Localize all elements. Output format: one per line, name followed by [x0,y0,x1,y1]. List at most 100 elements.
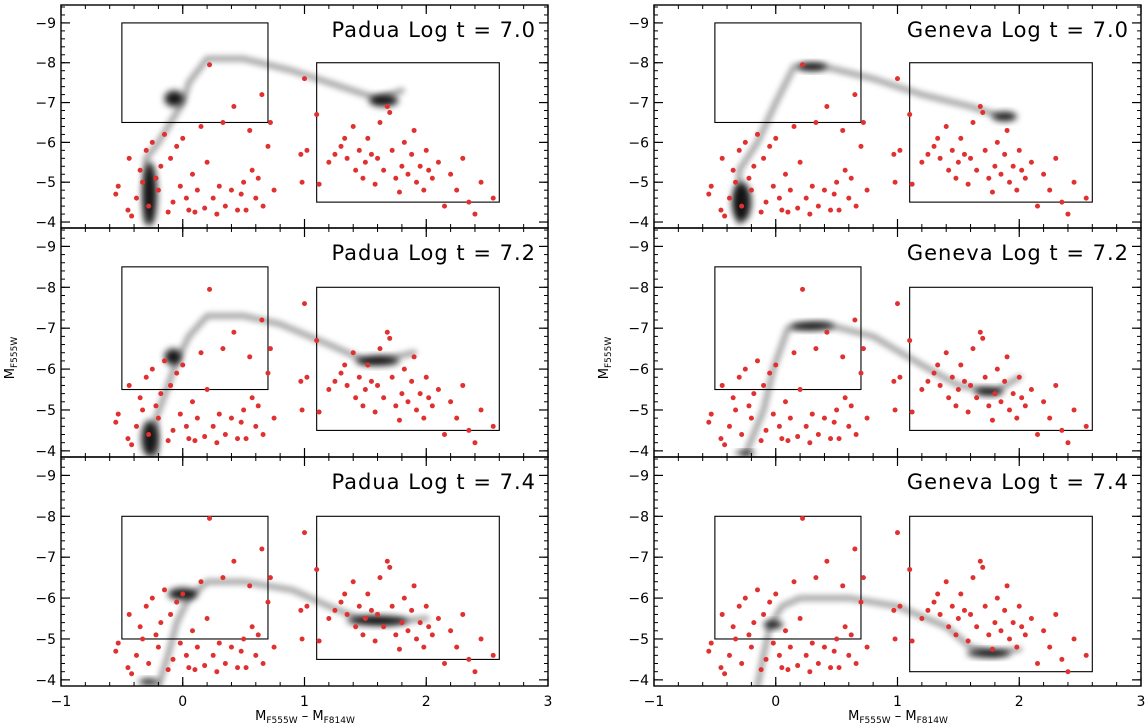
data-point [834,636,840,642]
data-point [405,171,411,177]
data-point [937,155,943,161]
data-point [356,603,362,609]
data-point [860,346,866,352]
data-point [362,616,368,622]
data-point [149,366,155,372]
data-point [194,187,200,193]
data-point [126,155,132,161]
selection-box [316,62,500,203]
data-point [953,403,959,409]
data-point [260,432,266,438]
xlabel-main: M [255,709,266,724]
data-point [417,391,423,397]
data-point [490,652,496,658]
data-point [1071,179,1077,185]
data-point [299,636,305,642]
data-point [137,395,143,401]
data-point [795,663,801,669]
data-point [454,415,460,421]
data-point [375,611,381,617]
data-point [797,616,803,622]
data-point [1071,407,1077,413]
data-point [937,611,943,617]
data-point [767,370,773,376]
y-axis-title-left: MF555W [3,337,20,380]
data-point [758,667,764,673]
panel-plot-area [113,515,500,686]
data-point [787,415,793,421]
data-point [1083,652,1089,658]
x-tick-label: 2 [1015,694,1024,710]
data-point [375,382,381,388]
data-point [853,203,859,209]
data-point [803,652,809,658]
data-point [892,407,898,413]
data-point [198,579,204,585]
data-point [426,624,432,630]
data-point [243,665,249,671]
data-point [821,415,827,421]
data-point [168,611,174,617]
y-tick-label: −8 [35,509,56,525]
data-point [1014,644,1020,650]
data-point [719,611,725,617]
data-point [149,139,155,145]
panel-title: Geneva Log t = 7.4 [907,470,1129,494]
selection-box [316,515,500,660]
data-point [779,436,785,442]
data-point [409,378,415,384]
data-point [1047,187,1053,193]
isochrone-track [155,578,430,686]
data-point [478,179,484,185]
data-point [1010,391,1016,397]
y-tick-label: −9 [35,239,56,255]
data-point [821,644,827,650]
data-point [466,427,472,433]
data-point [137,167,143,173]
data-point [746,632,752,638]
data-point [1047,644,1053,650]
data-point [353,395,359,401]
data-point [220,346,226,352]
data-point [961,151,967,157]
data-point [155,415,161,421]
data-point [1022,403,1028,409]
data-point [980,564,986,570]
data-point [925,607,931,613]
data-point [344,382,350,388]
data-point [342,362,348,368]
data-point [761,382,767,388]
data-point [994,366,1000,372]
data-point [435,159,441,165]
data-point [821,187,827,193]
data-point [897,603,903,609]
data-point [372,638,378,644]
y-tick-label: −9 [628,468,649,484]
isochrone-density-blob [355,355,400,366]
data-point [730,167,736,173]
data-point [1065,440,1071,446]
data-point [183,652,189,658]
data-point [228,644,234,650]
data-point [372,409,378,415]
data-point [115,183,121,189]
data-point [356,147,362,153]
data-point [718,207,724,213]
data-point [143,374,149,380]
data-point [338,370,344,376]
data-point [986,403,992,409]
data-point [736,603,742,609]
data-point [454,187,460,193]
data-point [779,665,785,671]
data-point [824,329,830,335]
data-point [970,346,976,352]
data-point [726,195,732,201]
data-point [848,632,854,638]
y-tick-label: −4 [628,215,649,231]
data-point [785,667,791,673]
data-point [241,636,247,642]
data-point [249,167,255,173]
data-point [770,411,776,417]
x-axis-title-right: MF555W – MF814W [848,709,948,726]
data-point [115,411,121,417]
